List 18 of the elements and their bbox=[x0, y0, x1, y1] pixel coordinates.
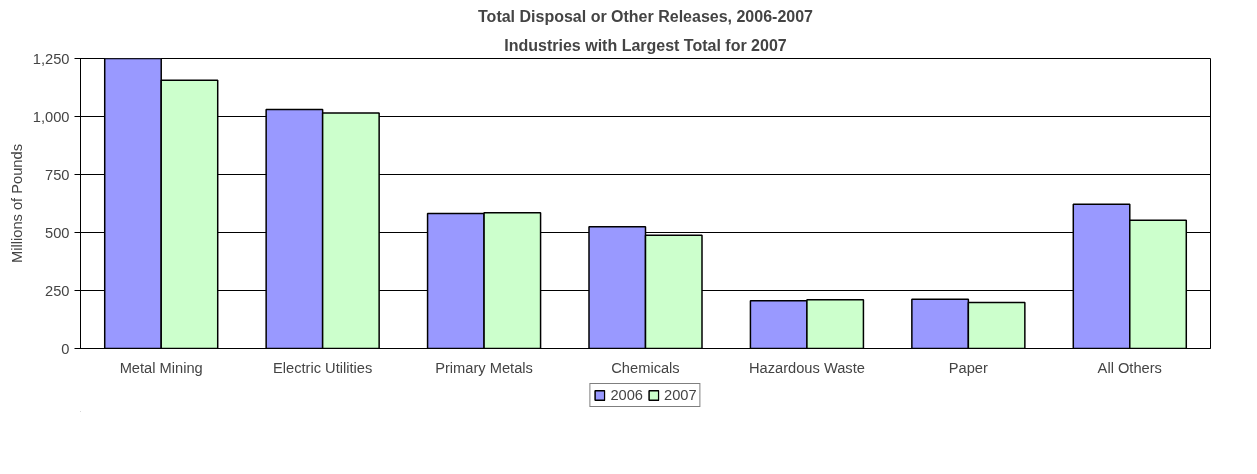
y-axis-title: Millions of Pounds bbox=[8, 144, 25, 263]
y-tick-label: 1,000 bbox=[32, 108, 70, 125]
x-tick-label: All Others bbox=[1097, 359, 1162, 376]
legend-label: 2007 bbox=[664, 387, 697, 403]
x-tick-label: Chemicals bbox=[611, 359, 680, 376]
legend-label: 2006 bbox=[610, 387, 643, 403]
x-tick-label: Paper bbox=[948, 359, 989, 376]
x-tick-label: Electric Utilities bbox=[272, 359, 373, 376]
y-tick-label: 500 bbox=[45, 224, 70, 241]
chart-title: Total Disposal or Other Releases, 2006-2007 bbox=[478, 7, 814, 25]
y-tick-label: 750 bbox=[45, 166, 70, 183]
chart-subtitle: Industries with Largest Total for 2007 bbox=[504, 36, 787, 54]
x-tick-label: Primary Metals bbox=[435, 359, 533, 376]
y-tick-label: 250 bbox=[45, 282, 70, 299]
y-tick-label: 1,250 bbox=[32, 50, 70, 67]
y-tick-label: 0 bbox=[61, 340, 70, 357]
x-tick-label: Hazardous Waste bbox=[748, 359, 865, 376]
x-tick-label: Metal Mining bbox=[119, 359, 203, 376]
